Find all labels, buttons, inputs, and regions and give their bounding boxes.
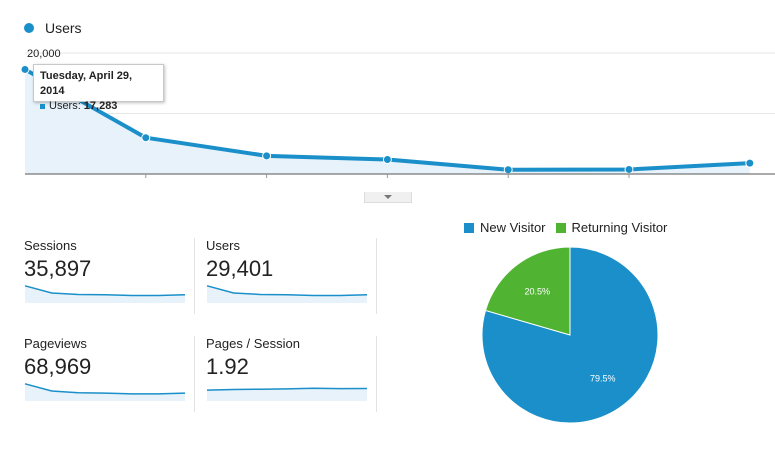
sparkline-line: [24, 383, 186, 395]
chart-legend[interactable]: Users: [24, 20, 82, 36]
metric-users[interactable]: Users 29,401: [206, 238, 376, 308]
metric-divider: [376, 238, 377, 314]
metric-divider: [194, 238, 195, 314]
metric-label: Sessions: [24, 238, 77, 253]
tooltip-row: Users: 17,283: [40, 99, 157, 114]
metric-divider: [194, 336, 195, 412]
data-point[interactable]: [20, 64, 30, 74]
metric-sessions[interactable]: Sessions 35,897: [24, 238, 194, 308]
metric-sparkline: [24, 285, 186, 303]
collapse-chart-toggle[interactable]: [364, 192, 412, 203]
sparkline-line: [206, 285, 368, 297]
metric-label: Pageviews: [24, 336, 87, 351]
metric-value: 1.92: [206, 354, 249, 379]
data-point[interactable]: [745, 158, 755, 168]
legend-swatch: [555, 222, 566, 233]
tooltip-swatch: [40, 104, 45, 109]
metric-label: Pages / Session: [206, 336, 300, 351]
tooltip-date: Tuesday, April 29, 2014: [40, 70, 133, 97]
sparkline-line: [24, 285, 186, 297]
metric-divider: [376, 336, 377, 412]
visitor-type-pie-chart[interactable]: 79.5% 20.5%: [470, 240, 670, 430]
legend-label: New Visitor: [480, 220, 546, 235]
metric-label: Users: [206, 238, 240, 253]
legend-swatch: [464, 222, 474, 233]
data-point[interactable]: [262, 151, 272, 161]
pie-legend-item[interactable]: Returning Visitor: [555, 220, 668, 235]
chevron-down-icon: [384, 195, 392, 199]
tooltip-series: Users:: [49, 100, 81, 112]
metric-sparkline: [206, 387, 368, 401]
legend-users-dot: [24, 23, 34, 33]
metric-sparkline: [206, 285, 368, 303]
data-point[interactable]: [624, 164, 634, 174]
data-point[interactable]: [382, 154, 392, 164]
chart-tooltip: Tuesday, April 29, 2014 Users: 17,283: [33, 64, 164, 112]
pie-legend[interactable]: New Visitor Returning Visitor: [464, 220, 677, 235]
sparkline-area: [25, 285, 185, 303]
pie-slice-label: 79.5%: [590, 374, 616, 384]
metric-pageviews[interactable]: Pageviews 68,969: [24, 336, 194, 406]
metric-sparkline: [24, 383, 186, 401]
metric-value: 68,969: [24, 354, 92, 379]
metric-value: 29,401: [206, 256, 274, 281]
pie-slice[interactable]: [484, 246, 571, 336]
legend-users-label: Users: [45, 20, 82, 36]
tooltip-value: 17,283: [83, 100, 118, 112]
data-point[interactable]: [503, 165, 513, 175]
legend-label: Returning Visitor: [571, 220, 668, 235]
users-line-chart[interactable]: 20,00010,000Apr 30May 1May 2May 3May 4: [0, 40, 775, 180]
sparkline-area: [207, 388, 367, 401]
sparkline-area: [207, 285, 367, 303]
metric-value: 35,897: [24, 256, 92, 281]
metric-pages-per-session[interactable]: Pages / Session 1.92: [206, 336, 376, 406]
y-tick-label: 20,000: [27, 48, 61, 60]
sparkline-line: [206, 387, 368, 391]
sparkline-area: [25, 383, 185, 401]
pie-slice-label: 20.5%: [524, 286, 550, 296]
data-point[interactable]: [141, 133, 151, 143]
pie-legend-item[interactable]: New Visitor: [464, 220, 546, 235]
